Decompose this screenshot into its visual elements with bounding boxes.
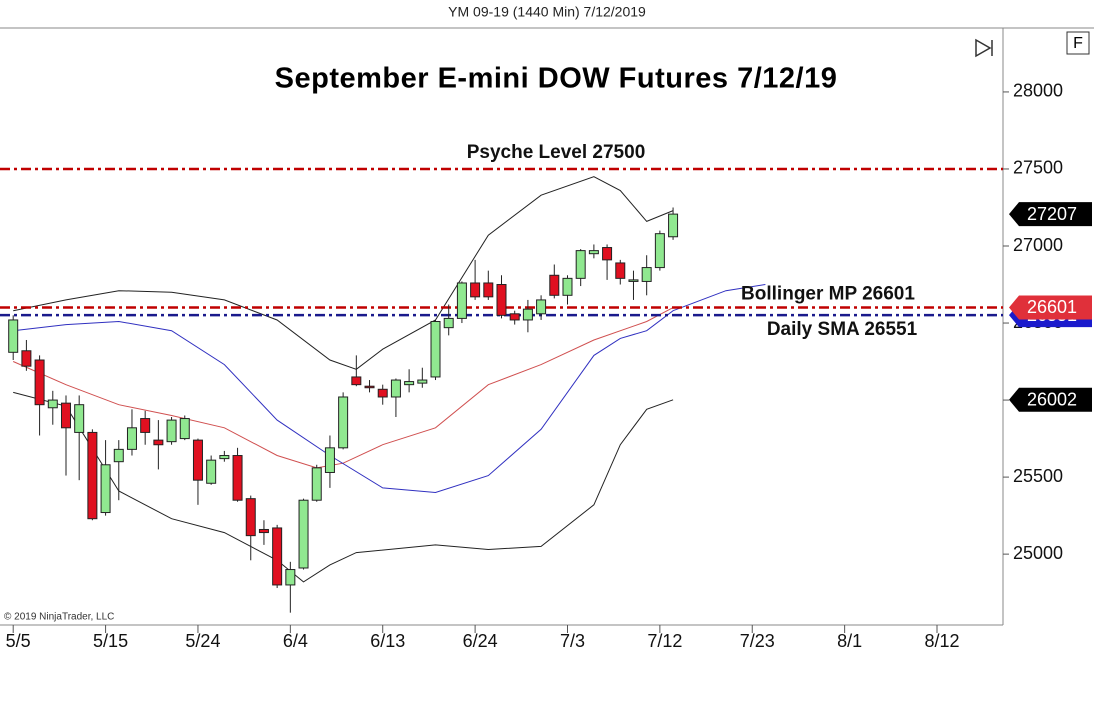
x-tick-label: 8/1 <box>837 631 862 651</box>
candle-body <box>113 448 124 463</box>
x-tick-label: 6/4 <box>283 631 308 651</box>
level-label: Psyche Level 27500 <box>467 142 646 163</box>
candle-body <box>404 381 415 386</box>
x-tick-label: 7/12 <box>647 631 682 651</box>
x-tick-label: 5/24 <box>185 631 220 651</box>
candle-body <box>602 247 613 261</box>
candle-body <box>60 402 71 429</box>
y-tick-label: 25000 <box>1013 543 1063 563</box>
candle-body <box>668 213 679 238</box>
header: YM 09-19 (1440 Min) 7/12/2019 <box>448 4 646 20</box>
chart-title: September E-mini DOW Futures 7/12/19 <box>275 63 838 95</box>
candle-body <box>206 459 217 484</box>
x-tick-label: 7/3 <box>560 631 585 651</box>
candle-body <box>654 233 665 269</box>
candle-body <box>522 308 533 321</box>
candle-body <box>245 498 256 537</box>
candle-body <box>74 404 85 433</box>
candle-body <box>311 467 322 501</box>
candle-body <box>192 439 203 481</box>
candle-body <box>179 418 190 440</box>
badge-box[interactable] <box>1066 31 1090 55</box>
candle-body <box>483 282 494 298</box>
candle-body <box>126 427 137 450</box>
candle-body <box>338 396 349 449</box>
candle-body <box>8 319 19 353</box>
price-marker <box>1009 387 1092 412</box>
candle-body <box>232 455 243 501</box>
indicator-line <box>13 391 674 583</box>
candle-body <box>417 379 428 384</box>
candle-body <box>377 388 388 398</box>
candle-body <box>470 282 481 298</box>
candle-body <box>364 385 375 389</box>
candle-body <box>351 376 362 386</box>
price-marker <box>1009 202 1092 227</box>
candle-body <box>562 277 573 296</box>
candle-body <box>628 279 639 282</box>
candle-body <box>140 418 151 433</box>
candle-body <box>87 431 98 520</box>
x-tick-label: 5/5 <box>6 631 31 651</box>
price-marker-label: 26002 <box>1027 390 1077 410</box>
y-tick-label: 28000 <box>1013 81 1063 101</box>
candle-body <box>549 274 560 296</box>
price-marker-label: 26601 <box>1027 297 1077 317</box>
candle-body <box>258 528 269 534</box>
price-marker-label: 27207 <box>1027 204 1077 224</box>
candle-body <box>641 267 652 282</box>
level-label: Bollinger MP 26601 <box>741 283 915 304</box>
candle-body <box>430 320 441 378</box>
candle-body <box>272 527 283 586</box>
candle-body <box>100 464 111 514</box>
candle-body <box>456 282 467 319</box>
y-tick-label: 25500 <box>1013 466 1063 486</box>
scroll-icon[interactable] <box>975 38 993 58</box>
candle-body <box>298 499 309 569</box>
candle-body <box>443 317 454 329</box>
candle-body <box>285 569 296 586</box>
candle-body <box>219 455 230 460</box>
candle-body <box>615 262 626 279</box>
candle-body <box>575 250 586 279</box>
candle-body <box>34 359 45 406</box>
candle-body <box>166 419 177 443</box>
badge[interactable]: F <box>1073 35 1083 52</box>
candle-body <box>588 250 599 255</box>
indicator-line <box>13 284 766 494</box>
indicator-line <box>13 176 674 370</box>
candle-body <box>324 447 335 473</box>
x-tick-label: 8/12 <box>924 631 959 651</box>
candle-body <box>509 313 520 321</box>
x-tick-label: 7/23 <box>740 631 775 651</box>
candle-body <box>153 439 164 446</box>
copyright: © 2019 NinjaTrader, LLC <box>4 612 114 623</box>
y-tick-label: 27500 <box>1013 158 1063 178</box>
price-marker <box>1009 295 1092 320</box>
x-tick-label: 6/13 <box>370 631 405 651</box>
x-tick-label: 5/15 <box>93 631 128 651</box>
y-tick-label: 27000 <box>1013 235 1063 255</box>
candle-body <box>47 399 58 409</box>
candle-body <box>390 379 401 398</box>
candle-body <box>21 350 32 367</box>
level-label: Daily SMA 26551 <box>767 319 918 340</box>
candle-body <box>536 299 547 315</box>
x-tick-label: 6/24 <box>463 631 498 651</box>
candle-body <box>496 284 507 316</box>
